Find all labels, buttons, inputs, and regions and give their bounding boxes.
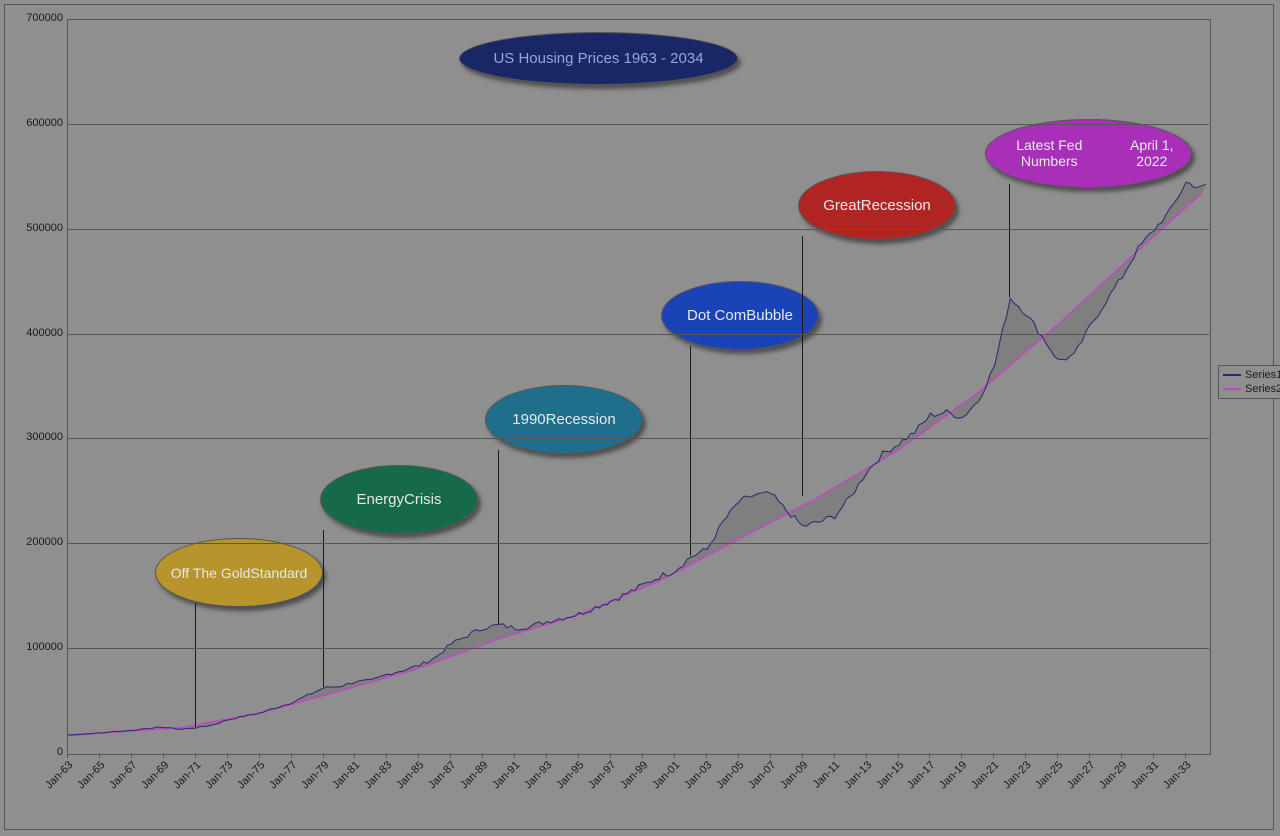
x-tick: [674, 753, 675, 758]
callout-leader-rec90: [498, 450, 499, 624]
callout-text: Energy: [356, 491, 404, 508]
callout-rec90: 1990Recession: [485, 385, 643, 454]
callout-gr: GreatRecession: [798, 171, 956, 240]
chart-frame: 0 100000 200000 300000 400000 500000 600000 700…: [4, 4, 1274, 830]
callout-text: Dot Com: [687, 307, 746, 324]
x-tick: [386, 753, 387, 758]
x-tick: [1121, 753, 1122, 758]
callout-text: Standard: [250, 565, 307, 581]
x-tick: [1057, 753, 1058, 758]
legend-label: Series1: [1245, 369, 1280, 381]
x-tick: [610, 753, 611, 758]
diff-area: [68, 182, 1206, 735]
series2-line: [68, 193, 1202, 735]
legend-item: Series1: [1221, 368, 1280, 382]
callout-leader-energy: [323, 530, 324, 687]
callout-text: Crisis: [404, 491, 442, 508]
x-tick: [323, 753, 324, 758]
x-tick: [546, 753, 547, 758]
y-tick-label: 700000: [9, 12, 63, 24]
x-tick: [993, 753, 994, 758]
y-tick-label: 400000: [9, 327, 63, 339]
x-tick: [67, 753, 68, 758]
x-tick: [291, 753, 292, 758]
callout-dotcom: Dot ComBubble: [661, 281, 819, 350]
callout-text: Bubble: [746, 307, 793, 324]
legend-item: Series2: [1221, 382, 1280, 396]
x-tick: [195, 753, 196, 758]
x-tick: [418, 753, 419, 758]
x-tick: [961, 753, 962, 758]
callout-energy: EnergyCrisis: [320, 465, 478, 534]
callout-gold: Off The GoldStandard: [155, 538, 323, 607]
gridline-h: [67, 438, 1209, 439]
x-tick: [834, 753, 835, 758]
x-tick: [1089, 753, 1090, 758]
legend-swatch: [1223, 388, 1241, 390]
x-tick: [578, 753, 579, 758]
x-tick: [1025, 753, 1026, 758]
x-tick: [642, 753, 643, 758]
legend: Series1 Series2: [1218, 365, 1280, 399]
gridline-h: [67, 334, 1209, 335]
gridline-h: [67, 124, 1209, 125]
callout-text: Off The Gold: [171, 565, 251, 581]
x-tick: [1153, 753, 1154, 758]
x-tick: [131, 753, 132, 758]
x-tick: [929, 753, 930, 758]
x-tick: [514, 753, 515, 758]
y-tick-label: 200000: [9, 536, 63, 548]
gridline-h: [67, 19, 1209, 20]
x-tick: [898, 753, 899, 758]
callout-leader-gr: [802, 236, 803, 496]
callout-text: Latest Fed Numbers: [986, 137, 1113, 169]
gridline-h: [67, 543, 1209, 544]
y-tick-label: 100000: [9, 641, 63, 653]
legend-label: Series2: [1245, 383, 1280, 395]
x-tick: [706, 753, 707, 758]
x-tick: [259, 753, 260, 758]
gridline-h: [67, 229, 1209, 230]
legend-swatch: [1223, 374, 1241, 376]
x-tick: [450, 753, 451, 758]
x-tick: [482, 753, 483, 758]
y-tick-label: 0: [9, 746, 63, 758]
callout-text: 1990: [512, 411, 545, 428]
x-tick: [770, 753, 771, 758]
callout-text: Great: [823, 197, 861, 214]
callout-text: Recession: [546, 411, 616, 428]
callout-text: April 1, 2022: [1113, 137, 1191, 169]
callout-fed: Latest Fed NumbersApril 1, 2022: [985, 119, 1192, 188]
x-tick: [802, 753, 803, 758]
x-tick: [227, 753, 228, 758]
title-callout: US Housing Prices 1963 - 2034: [459, 32, 738, 85]
x-tick: [738, 753, 739, 758]
x-tick: [866, 753, 867, 758]
x-tick: [163, 753, 164, 758]
y-tick-label: 500000: [9, 222, 63, 234]
callout-leader-dotcom: [690, 346, 691, 556]
callout-text: Recession: [861, 197, 931, 214]
callout-leader-gold: [195, 603, 196, 727]
title-text: US Housing Prices 1963 - 2034: [493, 50, 703, 67]
gridline-h: [67, 648, 1209, 649]
x-tick: [99, 753, 100, 758]
callout-leader-fed: [1009, 184, 1010, 297]
x-tick: [1185, 753, 1186, 758]
x-tick: [354, 753, 355, 758]
y-tick-label: 300000: [9, 431, 63, 443]
series1-line: [68, 182, 1206, 735]
y-tick-label: 600000: [9, 117, 63, 129]
